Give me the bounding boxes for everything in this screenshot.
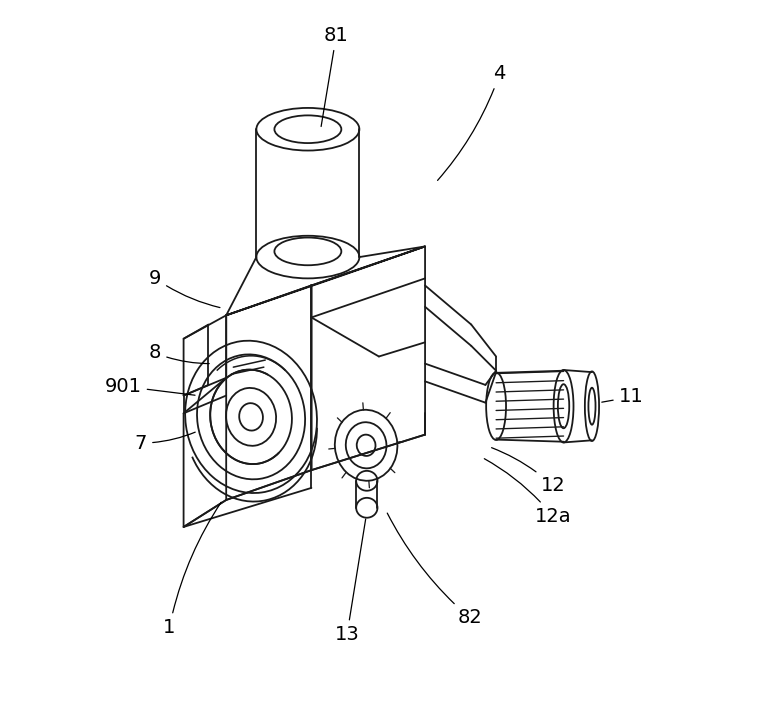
Text: 13: 13	[334, 519, 366, 645]
Text: 12: 12	[492, 448, 565, 496]
Text: 7: 7	[135, 432, 195, 453]
Text: 82: 82	[388, 513, 482, 627]
Text: 8: 8	[149, 344, 209, 364]
Text: 9: 9	[149, 269, 220, 307]
Text: 901: 901	[105, 377, 195, 396]
Text: 11: 11	[602, 387, 643, 406]
Text: 81: 81	[321, 26, 349, 126]
Text: 12a: 12a	[484, 458, 571, 525]
Text: 1: 1	[163, 502, 221, 637]
Text: 4: 4	[438, 64, 506, 180]
